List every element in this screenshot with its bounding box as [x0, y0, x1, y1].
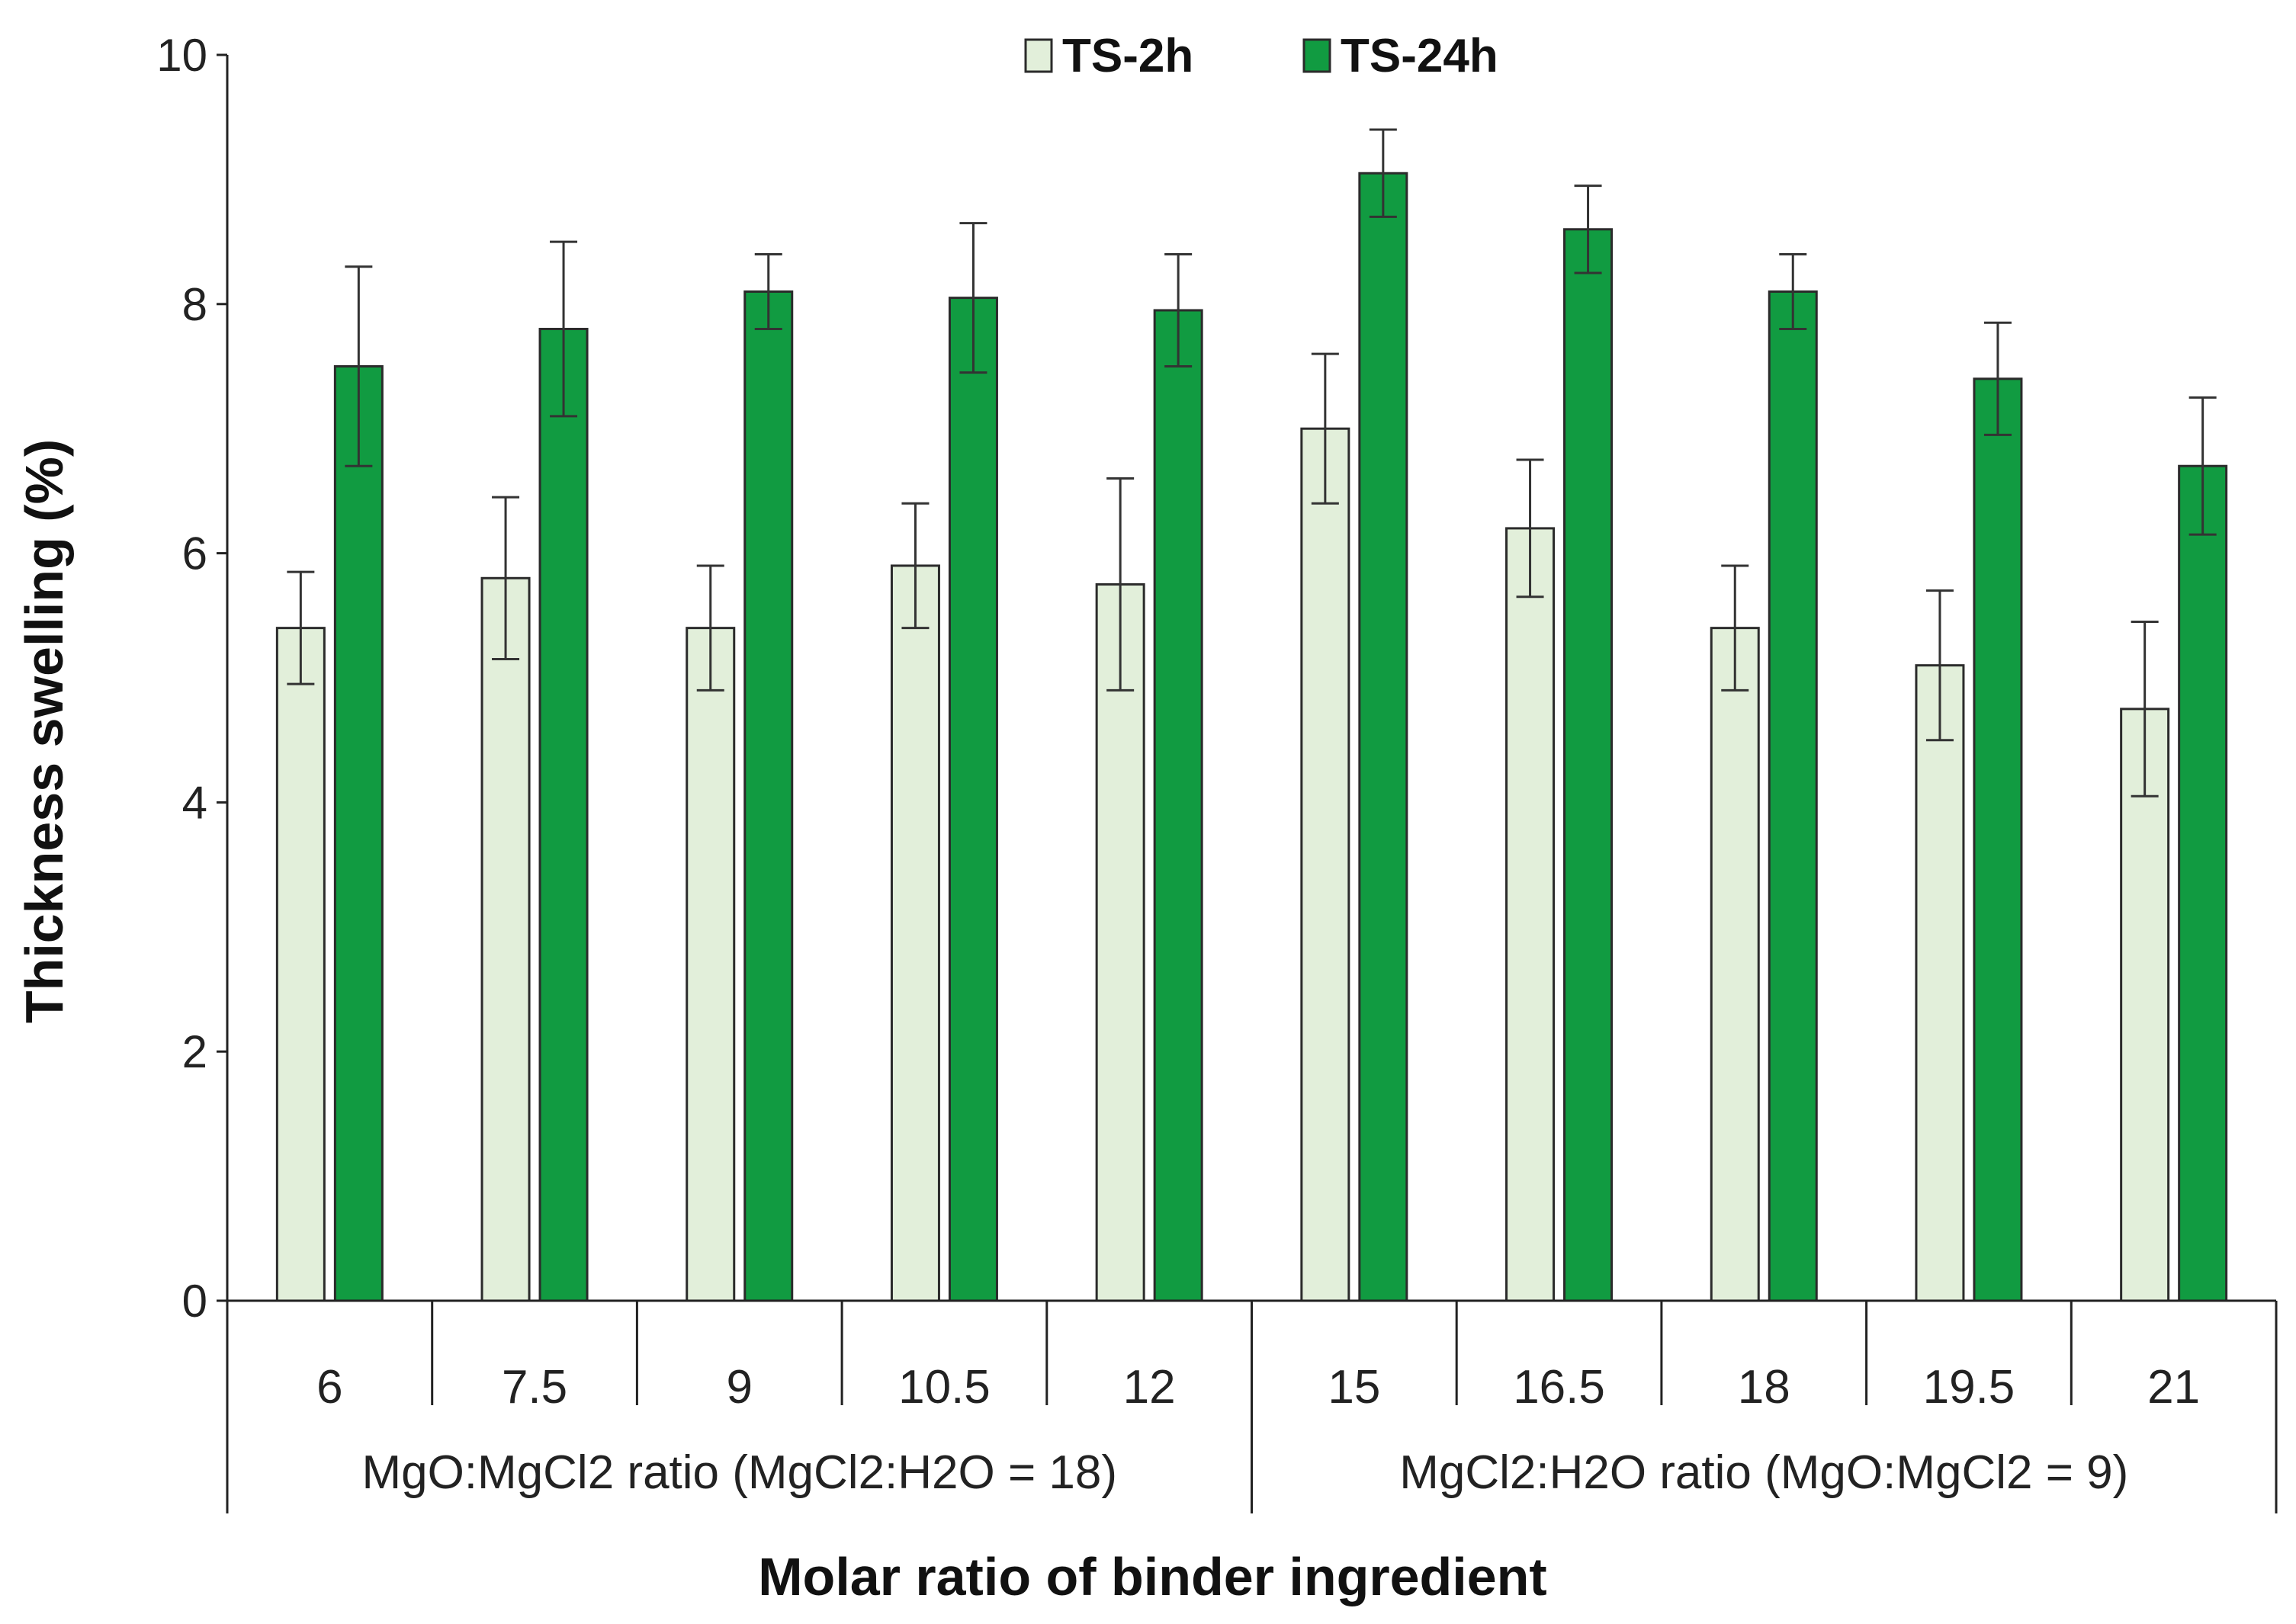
y-axis-title: Thickness swelling (%)	[14, 439, 74, 1023]
legend: TS-2h TS-24h	[1024, 30, 1498, 82]
bar-ts-24h-19-5	[1973, 377, 2023, 1302]
legend-swatch-ts-24h	[1302, 38, 1331, 73]
x-tick-label-7-5: 7.5	[502, 1361, 567, 1414]
legend-label-ts-24h: TS-24h	[1341, 30, 1498, 82]
legend-swatch-ts-2h	[1024, 38, 1053, 73]
x-axis-labels: 6 7.5 9 10.5 12 15 16.5 18 19.5 21	[226, 1301, 2278, 1513]
y-axis-ticks: 0 2 4 6 8 10	[156, 30, 227, 1327]
bar-ts-2h-9	[686, 627, 736, 1302]
x-tick-label-16-5: 16.5	[1513, 1361, 1605, 1414]
legend-label-ts-2h: TS-2h	[1062, 30, 1193, 82]
bar-ts-24h-9	[743, 290, 794, 1302]
x-tick-label-6: 6	[316, 1361, 342, 1414]
y-tick-label-8: 8	[182, 279, 207, 330]
bar-ts-2h-18	[1710, 627, 1760, 1302]
bar-ts-24h-16-5	[1563, 228, 1614, 1302]
bar-ts-2h-10-5	[890, 564, 940, 1302]
y-tick-label-2: 2	[182, 1026, 207, 1077]
bar-ts-24h-10-5	[948, 297, 998, 1302]
x-tick-label-9: 9	[727, 1361, 753, 1414]
group-label-mgo-mgcl2: MgO:MgCl2 ratio (MgCl2:H2O = 18)	[361, 1446, 1117, 1499]
bars	[275, 172, 2228, 1302]
bar-ts-2h-21	[2120, 708, 2170, 1302]
y-tick-label-4: 4	[182, 777, 207, 828]
bar-ts-2h-19-5	[1915, 664, 1965, 1302]
y-tick-label-0: 0	[182, 1276, 207, 1327]
y-tick-label-6: 6	[182, 528, 207, 579]
x-tick-label-18: 18	[1738, 1361, 1790, 1414]
bar-ts-2h-7-5	[480, 576, 531, 1302]
bar-ts-2h-12	[1095, 583, 1145, 1302]
x-tick-label-19-5: 19.5	[1923, 1361, 2015, 1414]
x-tick-label-10-5: 10.5	[898, 1361, 991, 1414]
error-bars	[287, 128, 2217, 798]
x-axis-title: Molar ratio of binder ingredient	[758, 1547, 1546, 1606]
bar-ts-24h-15	[1358, 172, 1408, 1302]
x-tick-label-21: 21	[2147, 1361, 2200, 1414]
group-label-mgcl2-h2o: MgCl2:H2O ratio (MgO:MgCl2 = 9)	[1399, 1446, 2128, 1499]
bar-ts-24h-7-5	[538, 327, 589, 1302]
bar-ts-24h-21	[2178, 464, 2228, 1302]
bar-ts-2h-6	[275, 627, 326, 1302]
bar-ts-24h-12	[1153, 309, 1203, 1302]
y-tick-label-10: 10	[156, 30, 207, 81]
bar-ts-24h-18	[1768, 290, 1818, 1302]
axes	[226, 55, 2276, 1302]
x-tick-label-15: 15	[1328, 1361, 1380, 1414]
x-tick-label-12: 12	[1123, 1361, 1176, 1414]
bar-ts-2h-16-5	[1505, 527, 1556, 1302]
group-labels: MgO:MgCl2 ratio (MgCl2:H2O = 18) MgCl2:H…	[361, 1446, 2128, 1499]
bar-ts-2h-15	[1300, 427, 1350, 1302]
bar-ts-24h-6	[333, 365, 384, 1302]
